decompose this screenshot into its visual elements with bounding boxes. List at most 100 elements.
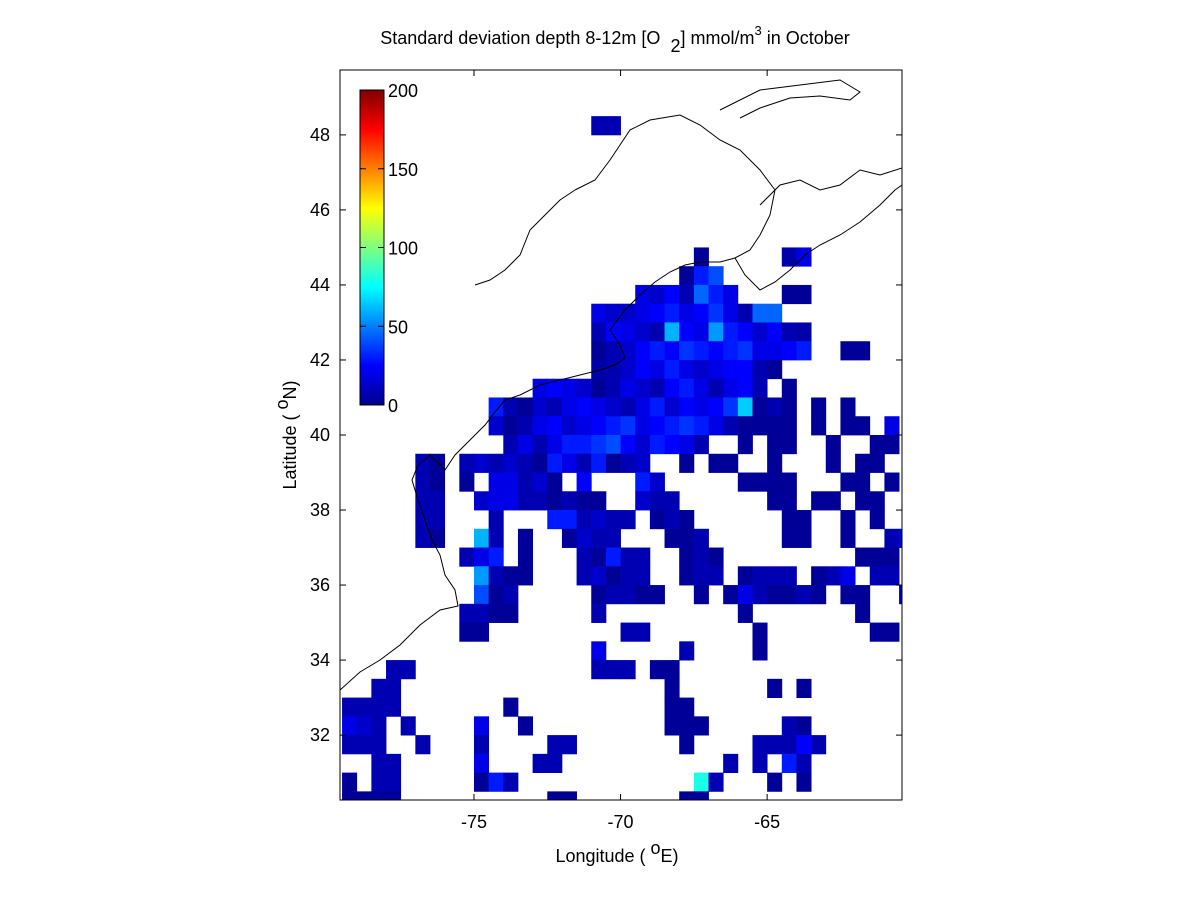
cell bbox=[649, 416, 665, 436]
cell bbox=[811, 491, 827, 511]
cell bbox=[869, 547, 885, 567]
cell bbox=[679, 322, 695, 342]
coastline bbox=[340, 79, 902, 691]
cell bbox=[693, 791, 709, 800]
cell bbox=[517, 435, 534, 455]
cell bbox=[796, 753, 812, 774]
title-text: in October bbox=[762, 28, 850, 48]
cell bbox=[781, 284, 797, 305]
y-tick-label: 32 bbox=[310, 725, 330, 745]
cell bbox=[503, 585, 519, 605]
cell bbox=[459, 622, 475, 642]
cell bbox=[532, 378, 548, 398]
cell bbox=[430, 510, 446, 530]
cell bbox=[356, 697, 372, 717]
cell bbox=[649, 585, 665, 605]
cell bbox=[840, 528, 856, 548]
cell bbox=[576, 491, 592, 511]
cell bbox=[620, 585, 636, 605]
cell bbox=[767, 303, 783, 323]
cell bbox=[767, 453, 783, 473]
cell bbox=[767, 772, 783, 792]
cell bbox=[855, 453, 871, 473]
cell bbox=[752, 322, 768, 342]
cell bbox=[503, 566, 519, 586]
cell bbox=[459, 453, 475, 473]
cell bbox=[620, 378, 636, 398]
cell bbox=[781, 716, 797, 736]
cell bbox=[371, 716, 387, 736]
cell bbox=[605, 566, 621, 586]
cell bbox=[649, 378, 665, 398]
cell bbox=[899, 528, 902, 548]
cell bbox=[869, 435, 885, 455]
cell bbox=[767, 491, 783, 511]
cell bbox=[796, 528, 812, 548]
cell bbox=[473, 566, 490, 586]
cell bbox=[781, 322, 797, 342]
cell bbox=[415, 491, 431, 511]
cell bbox=[855, 341, 871, 361]
cell bbox=[591, 585, 607, 605]
cell bbox=[459, 603, 475, 623]
cell bbox=[532, 416, 548, 436]
cell bbox=[840, 566, 856, 586]
cell bbox=[503, 491, 519, 511]
cell bbox=[781, 472, 797, 492]
cell bbox=[386, 678, 402, 698]
cell bbox=[561, 416, 577, 436]
cell bbox=[342, 716, 358, 736]
cell bbox=[591, 528, 607, 548]
cell bbox=[430, 491, 446, 511]
cell bbox=[591, 435, 607, 455]
cell bbox=[517, 416, 534, 436]
cell bbox=[664, 303, 680, 323]
cell bbox=[869, 510, 885, 530]
label-text: N) bbox=[280, 380, 300, 399]
cell bbox=[591, 641, 607, 661]
cell bbox=[781, 585, 797, 605]
cell bbox=[796, 284, 812, 305]
cell bbox=[781, 416, 797, 436]
cell bbox=[635, 622, 651, 642]
cell bbox=[503, 453, 519, 473]
cell bbox=[679, 453, 695, 473]
cell bbox=[620, 416, 636, 436]
cell bbox=[767, 341, 783, 361]
cell bbox=[781, 435, 797, 455]
cell bbox=[620, 341, 636, 361]
cell bbox=[488, 453, 504, 473]
cell bbox=[532, 453, 548, 473]
cell bbox=[415, 472, 431, 492]
cell bbox=[825, 435, 841, 455]
cell bbox=[679, 528, 695, 548]
cell bbox=[561, 378, 577, 398]
cell bbox=[884, 566, 900, 586]
coast bbox=[734, 184, 902, 291]
cell bbox=[679, 416, 695, 436]
cell bbox=[620, 322, 636, 342]
cell bbox=[781, 491, 797, 511]
cell bbox=[356, 791, 372, 800]
cell bbox=[591, 322, 607, 342]
cell bbox=[635, 416, 651, 436]
cell bbox=[781, 735, 797, 755]
cell bbox=[796, 716, 812, 736]
title-text: ] mmol/m bbox=[680, 28, 754, 48]
cell bbox=[781, 397, 797, 417]
cell bbox=[532, 435, 548, 455]
cell bbox=[693, 341, 709, 361]
cell bbox=[752, 735, 768, 755]
cell bbox=[649, 397, 665, 417]
cell bbox=[400, 660, 416, 680]
cell bbox=[825, 566, 841, 586]
title-superscript: 3 bbox=[754, 23, 761, 38]
cell bbox=[649, 284, 665, 305]
cell bbox=[737, 416, 753, 436]
cell bbox=[620, 622, 636, 642]
cell bbox=[503, 416, 519, 436]
cell bbox=[767, 322, 783, 342]
cell bbox=[693, 585, 709, 605]
cell bbox=[737, 435, 753, 455]
cell bbox=[576, 547, 592, 567]
